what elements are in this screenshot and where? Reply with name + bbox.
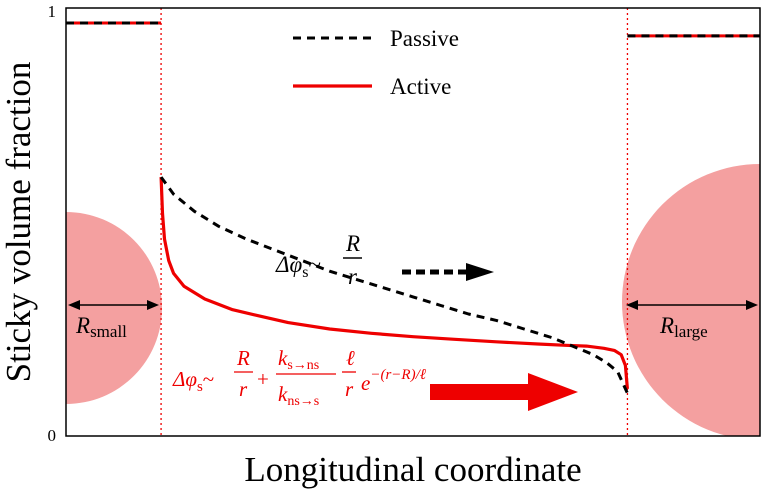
legend-passive-label: Passive — [390, 26, 459, 51]
legend-active-label: Active — [390, 74, 451, 99]
svg-text:e−(r−R)/ℓ: e−(r−R)/ℓ — [361, 367, 426, 395]
active-frac3-den: r — [345, 377, 354, 401]
active-frac3-num: ℓ — [346, 346, 355, 370]
active-frac2-num-k: k — [278, 346, 288, 370]
large-radius-arrow — [626, 300, 758, 310]
passive-delta-sub: s — [302, 264, 308, 281]
small-reservoir-label: Rsmall — [75, 313, 127, 341]
large-reservoir-label: Rlarge — [659, 313, 708, 341]
svg-text:Δφs~: Δφs~ — [172, 367, 214, 395]
reservoirs — [66, 164, 760, 436]
plot-frame — [65, 7, 761, 437]
active-frac2-num-sub: s→ns — [287, 358, 319, 373]
small-radius-arrow — [68, 300, 159, 310]
large-reservoir-subscript: large — [674, 322, 708, 341]
y-axis-label: Sticky volume fraction — [0, 62, 38, 383]
active-flux-arrow — [430, 373, 578, 411]
y-tick-bottom: 0 — [48, 426, 57, 445]
active-delta-phi: Δφ — [172, 367, 197, 391]
y-tick-top: 1 — [48, 2, 57, 21]
active-series-line — [159, 177, 629, 390]
large-reservoir-disc — [622, 164, 760, 436]
active-frac1-den: r — [239, 377, 248, 401]
svg-text:ks→ns: ks→ns — [278, 346, 319, 373]
svg-text:kns→s: kns→s — [278, 382, 319, 409]
active-sim: ~ — [203, 367, 214, 391]
passive-flux-arrow — [402, 263, 494, 281]
active-formula: Δφs~ R r + ks→ns kns→s ℓ r e−(r−R)/ℓ — [172, 346, 426, 409]
small-reservoir-subscript: small — [90, 322, 127, 341]
active-frac2-den-k: k — [278, 382, 288, 406]
passive-series-line — [159, 176, 629, 394]
small-reservoir-R: R — [75, 313, 90, 338]
active-exponent: −(r−R)/ℓ — [370, 367, 426, 383]
passive-delta-phi: Δφ — [275, 252, 302, 277]
passive-formula: Δφs~ R r — [275, 231, 362, 289]
active-frac1-num: R — [236, 346, 250, 370]
active-delta-sub: s — [197, 379, 203, 395]
small-reservoir-disc — [66, 212, 162, 404]
passive-sim: ~ — [308, 252, 320, 277]
passive-denominator: r — [348, 264, 358, 289]
large-reservoir-R: R — [659, 313, 674, 338]
passive-numerator: R — [345, 231, 360, 256]
active-exp-base: e — [361, 371, 370, 395]
active-frac2-den-sub: ns→s — [287, 394, 319, 409]
svg-text:Δφs~: Δφs~ — [275, 252, 321, 281]
active-plus: + — [257, 367, 269, 391]
x-axis-label: Longitudinal coordinate — [244, 450, 581, 489]
legend: Passive Active — [293, 26, 459, 99]
